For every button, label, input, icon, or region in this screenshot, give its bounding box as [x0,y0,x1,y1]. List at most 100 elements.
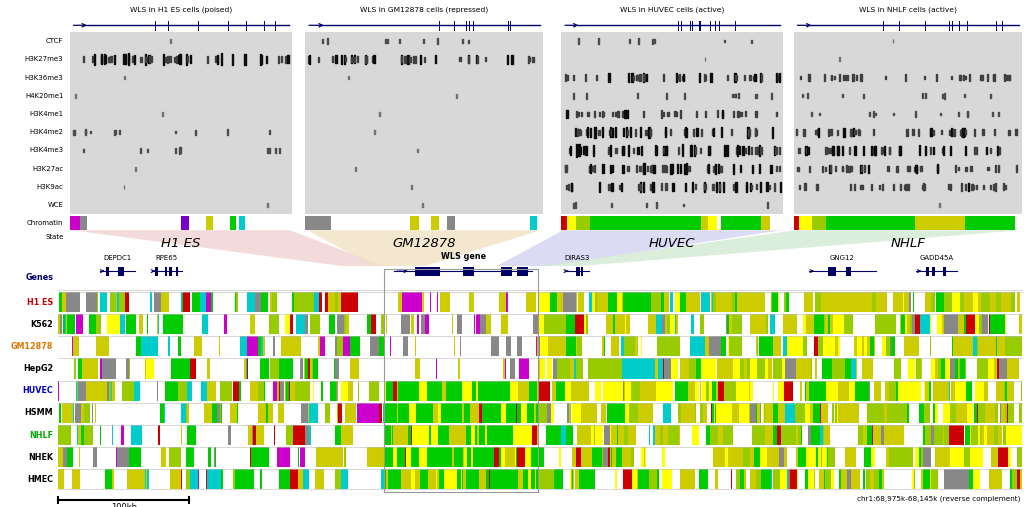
Bar [390,403,397,423]
Bar [662,292,665,312]
Bar [553,292,557,312]
Bar [995,403,997,423]
Bar [589,292,592,312]
Bar [696,358,701,379]
Bar [855,381,869,401]
Bar [654,469,656,489]
Bar [930,314,931,334]
Bar [344,447,346,467]
Bar [487,381,490,401]
Bar [441,425,443,445]
Bar [459,381,460,401]
Bar [58,447,63,467]
Bar [744,358,746,379]
Bar [561,215,566,230]
Bar [749,403,751,423]
Bar [955,358,958,379]
Bar [245,358,246,379]
Bar [338,425,341,445]
Bar [492,447,495,467]
Bar [894,358,900,379]
Bar [464,469,466,489]
Bar [538,292,550,312]
Bar [82,358,97,379]
Bar [923,447,931,467]
Bar [547,358,552,379]
Bar [785,358,796,379]
Bar [986,381,988,401]
Bar [73,469,81,489]
Bar [445,381,454,401]
Text: H3K27ac: H3K27ac [32,166,63,172]
Bar [181,292,183,312]
Bar [529,381,537,401]
Bar [736,381,749,401]
Bar [582,267,584,276]
Bar [971,425,975,445]
Bar [559,447,561,467]
Bar [466,469,468,489]
Bar [346,314,349,334]
Bar [193,292,201,312]
Bar [1008,358,1019,379]
Bar [340,336,343,356]
Bar [639,358,654,379]
Bar [459,447,464,467]
Bar [997,358,998,379]
Bar [916,358,922,379]
Bar [735,292,736,312]
Bar [1021,403,1022,423]
Bar [440,292,450,312]
Bar [678,403,681,423]
Bar [415,358,420,379]
Bar [369,314,371,334]
Bar [995,336,996,356]
Bar [937,314,942,334]
Bar [305,425,309,445]
Bar [680,292,686,312]
Bar [939,358,941,379]
Bar [427,447,438,467]
Bar [294,425,305,445]
Bar [849,381,855,401]
Bar [545,314,555,334]
Bar [401,469,412,489]
Bar [58,381,1022,401]
Bar [272,381,276,401]
Bar [813,403,820,423]
Bar [820,425,823,445]
Bar [771,469,772,489]
Bar [202,314,208,334]
Bar [942,314,944,334]
Bar [476,314,480,334]
Bar [786,292,790,312]
Bar [631,447,634,467]
Bar [760,336,773,356]
Bar [285,314,290,334]
Bar [256,425,264,445]
Bar [715,403,717,423]
Bar [566,314,574,334]
Bar [147,469,148,489]
Bar [804,292,813,312]
Bar [449,469,458,489]
Bar [238,403,239,423]
Bar [784,381,794,401]
Bar [670,314,676,334]
Bar [771,292,778,312]
Bar [478,469,479,489]
Bar [76,403,81,423]
Bar [466,403,470,423]
Bar [780,469,786,489]
Bar [506,447,515,467]
Bar [930,469,931,489]
Text: HUVEC: HUVEC [23,386,53,395]
Bar [181,403,186,423]
Bar [490,336,496,356]
Bar [641,447,642,467]
Bar [428,403,433,423]
Bar [601,336,604,356]
Bar [279,403,284,423]
Bar [638,469,649,489]
Bar [577,447,581,467]
